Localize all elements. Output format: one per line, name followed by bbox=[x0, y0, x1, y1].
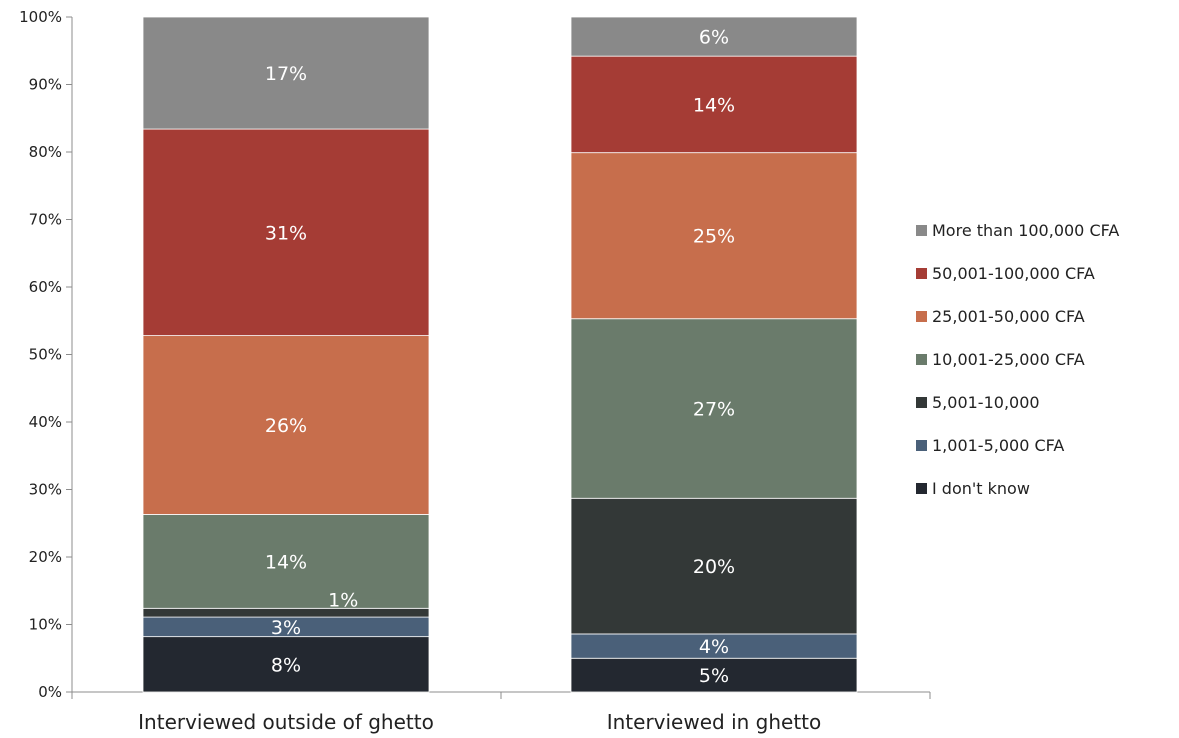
bar-segment bbox=[142, 636, 430, 693]
legend-label: I don't know bbox=[932, 479, 1030, 498]
bar-segment bbox=[142, 335, 430, 515]
y-tick-label: 70% bbox=[29, 211, 62, 229]
data-label: 25% bbox=[693, 226, 735, 248]
data-label: 5% bbox=[699, 665, 729, 687]
y-tick-label: 60% bbox=[29, 278, 62, 296]
bar-segment bbox=[142, 128, 430, 337]
y-tick-label: 40% bbox=[29, 413, 62, 431]
data-label: 6% bbox=[699, 27, 729, 49]
x-axis: Interviewed outside of ghetto Interviewed… bbox=[71, 691, 931, 734]
data-label: 26% bbox=[265, 415, 307, 437]
bar-segment bbox=[570, 318, 858, 499]
data-label: 1% bbox=[328, 589, 358, 611]
data-label: 8% bbox=[271, 654, 301, 676]
legend-label: 1,001-5,000 CFA bbox=[932, 436, 1064, 455]
y-tick-label: 10% bbox=[29, 616, 62, 634]
y-tick-label: 100% bbox=[19, 8, 62, 26]
data-labels: 8% 3% 1% 14% 26% 31% 17% 5% 4% 20% 27% 25% 14% 6% bbox=[265, 27, 735, 688]
legend-label: More than 100,000 CFA bbox=[932, 221, 1119, 240]
data-label: 3% bbox=[271, 617, 301, 639]
data-label: 27% bbox=[693, 399, 735, 421]
data-label: 20% bbox=[693, 556, 735, 578]
legend: More than 100,000 CFA 50,001-100,000 CFA 2… bbox=[916, 221, 1119, 498]
legend-swatch bbox=[916, 354, 927, 365]
bar-segment bbox=[570, 152, 858, 320]
data-label: 31% bbox=[265, 222, 307, 244]
x-category-label: Interviewed outside of ghetto bbox=[138, 710, 434, 734]
legend-swatch bbox=[916, 483, 927, 494]
bar-segment bbox=[142, 16, 430, 130]
bar-segment bbox=[570, 657, 858, 693]
bar-segment bbox=[570, 55, 858, 154]
legend-label: 50,001-100,000 CFA bbox=[932, 264, 1095, 283]
legend-label: 5,001-10,000 bbox=[932, 393, 1040, 412]
bar-segment bbox=[570, 497, 858, 635]
bar-segment bbox=[570, 16, 858, 57]
legend-label: 25,001-50,000 CFA bbox=[932, 307, 1085, 326]
y-axis: 0% 10% 20% 30% 40% 50% 60% 70% 80% 90% 100% bbox=[19, 8, 73, 701]
bar-segment bbox=[142, 607, 430, 618]
y-tick-label: 90% bbox=[29, 76, 62, 94]
data-label: 14% bbox=[693, 94, 735, 116]
bar-segment bbox=[570, 633, 858, 659]
y-tick-label: 50% bbox=[29, 346, 62, 364]
y-tick-label: 0% bbox=[38, 683, 62, 701]
data-label: 14% bbox=[265, 551, 307, 573]
data-label: 4% bbox=[699, 636, 729, 658]
y-tick-label: 20% bbox=[29, 548, 62, 566]
legend-label: 10,001-25,000 CFA bbox=[932, 350, 1085, 369]
legend-swatch bbox=[916, 225, 927, 236]
bar-segment bbox=[142, 514, 430, 609]
data-label: 17% bbox=[265, 63, 307, 85]
y-tick-label: 30% bbox=[29, 481, 62, 499]
legend-swatch bbox=[916, 440, 927, 451]
bars bbox=[142, 16, 858, 693]
x-category-label: Interviewed in ghetto bbox=[607, 710, 822, 734]
legend-swatch bbox=[916, 268, 927, 279]
legend-swatch bbox=[916, 397, 927, 408]
y-tick-label: 80% bbox=[29, 143, 62, 161]
legend-swatch bbox=[916, 311, 927, 322]
